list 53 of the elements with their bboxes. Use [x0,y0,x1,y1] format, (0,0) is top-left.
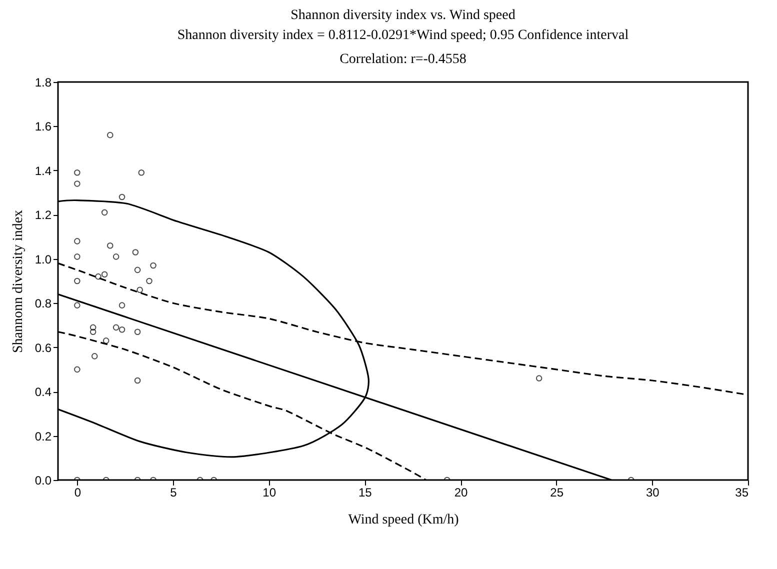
x-tick-label: 35 [735,486,749,500]
x-tick-label: 0 [74,486,82,500]
point [138,170,145,176]
point [102,338,110,344]
point [132,249,139,256]
text: Correlation: r=-0.4558 [340,52,466,67]
point [74,238,80,244]
point [106,132,114,138]
point [74,170,80,176]
y-tick-label: 1.2 [34,208,52,222]
point [112,324,120,331]
x-tick-label: 5 [170,486,178,500]
y-tick-label: 1.8 [34,76,52,90]
point [90,328,96,335]
x-tick-label: 25 [550,486,564,500]
point [74,180,80,187]
point [134,328,141,335]
y-tick-label: 1.4 [34,164,52,178]
point [74,278,80,284]
point [136,286,143,293]
y-tick-label: 0.8 [34,296,52,311]
x-tick-label: 30 [646,486,660,500]
y-tick-label: 0.4 [34,385,52,400]
x-tick-label: 15 [358,486,372,500]
point [146,278,152,284]
x-axis-title: Wind speed (Km/h) [348,512,460,528]
point [91,353,98,360]
y-tick-label: 0.2 [34,429,52,444]
point [118,194,126,200]
point [150,262,156,269]
point [536,375,542,382]
x-tick-label: 20 [454,486,468,500]
chart-subtitle: Shannon diversity index = 0.8112-0.0291*Wind speed; 0.95 Confidence interval [177,28,629,43]
point [118,326,126,333]
point [101,209,108,216]
y-tick-label: 1.6 [34,120,52,134]
chart-title: Shannon diversity index vs. Wind speed [290,8,516,23]
y-tick-label: 0.0 [34,474,52,488]
point [90,324,96,331]
point [74,302,80,308]
y-axis-title: Shannonn diversity index [10,210,26,354]
point [112,254,120,260]
point [134,266,141,274]
point [134,377,141,384]
point [95,273,102,280]
point [74,366,80,373]
y-tick-label: 1.0 [34,252,52,266]
point [101,271,108,278]
point [106,242,114,249]
point [74,254,80,260]
point [118,302,126,308]
x-tick-label: 10 [262,486,276,500]
y-tick-label: 0.6 [34,340,52,355]
